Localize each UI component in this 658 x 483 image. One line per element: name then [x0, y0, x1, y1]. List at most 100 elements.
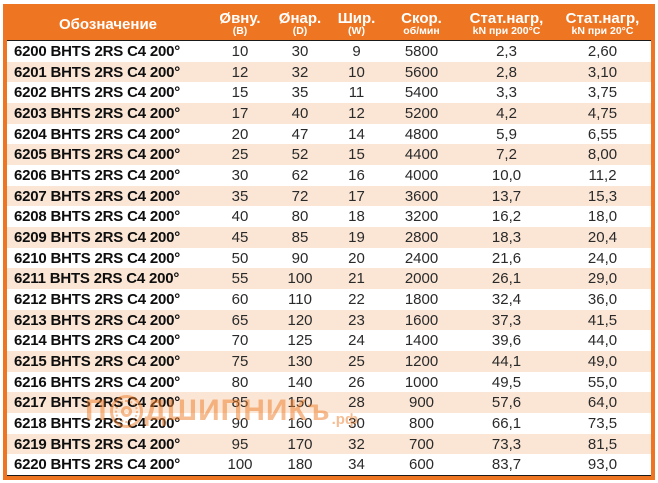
table-row: 6210 BHTS 2RS C4 200° 50 90 20 2400 21,6 24,0	[7, 247, 651, 269]
cell-value: 40	[231, 208, 249, 226]
cell-value: 18	[348, 208, 365, 226]
cell-value: 11	[348, 84, 365, 102]
cell-designation: 6211 BHTS 2RS C4 200°	[14, 270, 180, 288]
cell-value: 85	[291, 228, 309, 246]
cell-value: 25	[231, 146, 249, 164]
column-header: Стат.нагр, kN при 20°С	[554, 8, 651, 40]
cell-value: 2,3	[496, 42, 517, 60]
cell-value: 2000	[404, 270, 439, 288]
cell-designation: 6220 BHTS 2RS C4 200°	[14, 456, 181, 474]
cell-value: 32	[348, 435, 365, 453]
cell-value: 17	[231, 104, 249, 122]
column-header: Øнар. (D)	[271, 8, 329, 40]
cell-value: 5200	[404, 104, 439, 122]
table-row: 6213 BHTS 2RS C4 200° 65 120 23 1600 37,3 41,5	[7, 309, 651, 331]
column-header-label: Обозначение	[58, 15, 158, 33]
cell-value: 150	[287, 394, 313, 412]
cell-value: 10,0	[491, 166, 522, 184]
cell-value: 1000	[404, 373, 439, 391]
cell-value: 3,75	[587, 84, 618, 102]
cell-value: 2,8	[496, 63, 517, 81]
cell-value: 18,3	[491, 228, 522, 246]
column-header-sublabel: (W)	[348, 25, 365, 37]
cell-value: 1400	[404, 332, 439, 350]
cell-designation: 6200 BHTS 2RS C4 200°	[14, 42, 181, 60]
cell-value: 20	[348, 249, 365, 267]
cell-designation: 6205 BHTS 2RS C4 200°	[14, 146, 181, 164]
cell-designation: 6204 BHTS 2RS C4 200°	[14, 125, 181, 143]
cell-value: 100	[227, 456, 253, 474]
cell-value: 34	[348, 456, 365, 474]
cell-value: 3,3	[496, 84, 517, 102]
cell-value: 90	[291, 249, 309, 267]
cell-value: 60	[231, 290, 249, 308]
cell-value: 55,0	[587, 373, 618, 391]
cell-value: 18,0	[587, 208, 618, 226]
cell-value: 2,60	[587, 42, 618, 60]
cell-value: 80	[231, 373, 249, 391]
cell-value: 73,3	[491, 435, 522, 453]
table-row: 6205 BHTS 2RS C4 200° 25 52 15 4400 7,2 8,00	[7, 144, 651, 166]
column-header: Стат.нагр, kN при 200°С	[459, 8, 554, 40]
cell-value: 15	[231, 84, 249, 102]
cell-value: 140	[287, 373, 313, 391]
cell-value: 16,2	[491, 208, 522, 226]
cell-value: 30	[291, 42, 309, 60]
table-row: 6200 BHTS 2RS C4 200° 10 30 9 5800 2,3 2,60	[7, 41, 651, 62]
cell-value: 120	[287, 311, 313, 329]
cell-value: 12	[231, 63, 249, 81]
column-header-sublabel: kN при 20°С	[571, 25, 634, 37]
cell-value: 1200	[404, 352, 439, 370]
cell-designation: 6212 BHTS 2RS C4 200°	[14, 290, 181, 308]
table-header-row: Обозначение Øвну. (B) Øнар. (D) Шир. (W) Скор. о…	[7, 8, 651, 41]
cell-value: 13,7	[491, 187, 522, 205]
table-row: 6203 BHTS 2RS C4 200° 17 40 12 5200 4,2 4,75	[7, 103, 651, 124]
cell-value: 55	[231, 270, 249, 288]
cell-value: 30	[231, 166, 249, 184]
cell-value: 35	[291, 84, 309, 102]
cell-value: 1600	[404, 311, 439, 329]
cell-value: 72	[291, 187, 309, 205]
column-header-sublabel: об/мин	[403, 25, 440, 37]
cell-value: 19	[348, 228, 365, 246]
table-row: 6216 BHTS 2RS C4 200° 80 140 26 1000 49,5 55,0	[7, 371, 651, 393]
cell-value: 95	[231, 435, 249, 453]
cell-value: 4,2	[496, 104, 517, 122]
column-header-sublabel: (D)	[292, 25, 308, 37]
cell-value: 75	[231, 352, 249, 370]
cell-value: 37,3	[491, 311, 522, 329]
table-row: 6217 BHTS 2RS C4 200° 85 150 28 900 57,6 64,0	[7, 392, 651, 414]
cell-value: 28	[348, 394, 365, 412]
cell-value: 16	[348, 166, 365, 184]
cell-value: 23	[348, 311, 365, 329]
column-header-label: Шир.	[337, 10, 376, 27]
cell-value: 47	[291, 125, 309, 143]
cell-designation: 6215 BHTS 2RS C4 200°	[14, 352, 181, 370]
cell-value: 21,6	[491, 249, 522, 267]
cell-designation: 6219 BHTS 2RS C4 200°	[14, 435, 181, 453]
column-header-label: Стат.нагр,	[469, 10, 544, 27]
cell-value: 83,7	[491, 456, 522, 474]
cell-value: 85	[231, 394, 249, 412]
cell-value: 130	[287, 352, 313, 370]
cell-value: 10	[231, 42, 249, 60]
cell-value: 49,0	[587, 352, 618, 370]
table-row: 6204 BHTS 2RS C4 200° 20 47 14 4800 5,9 6,55	[7, 123, 651, 145]
cell-value: 900	[408, 394, 435, 412]
cell-value: 8,00	[587, 146, 618, 164]
cell-value: 5,9	[496, 125, 517, 143]
column-header-label: Скор.	[401, 10, 442, 27]
column-header-sublabel: (B)	[232, 25, 248, 37]
cell-value: 700	[408, 435, 435, 453]
cell-value: 3200	[404, 208, 439, 226]
cell-value: 26,1	[491, 270, 522, 288]
column-header: Обозначение	[7, 8, 209, 40]
cell-value: 4,75	[587, 104, 618, 122]
cell-value: 170	[287, 435, 313, 453]
cell-value: 26	[348, 373, 365, 391]
cell-value: 15	[348, 146, 365, 164]
cell-value: 7,2	[496, 146, 517, 164]
cell-value: 35	[231, 187, 249, 205]
cell-value: 20	[231, 125, 249, 143]
table-row: 6201 BHTS 2RS C4 200° 12 32 10 5600 2,8 3,10	[7, 61, 651, 83]
